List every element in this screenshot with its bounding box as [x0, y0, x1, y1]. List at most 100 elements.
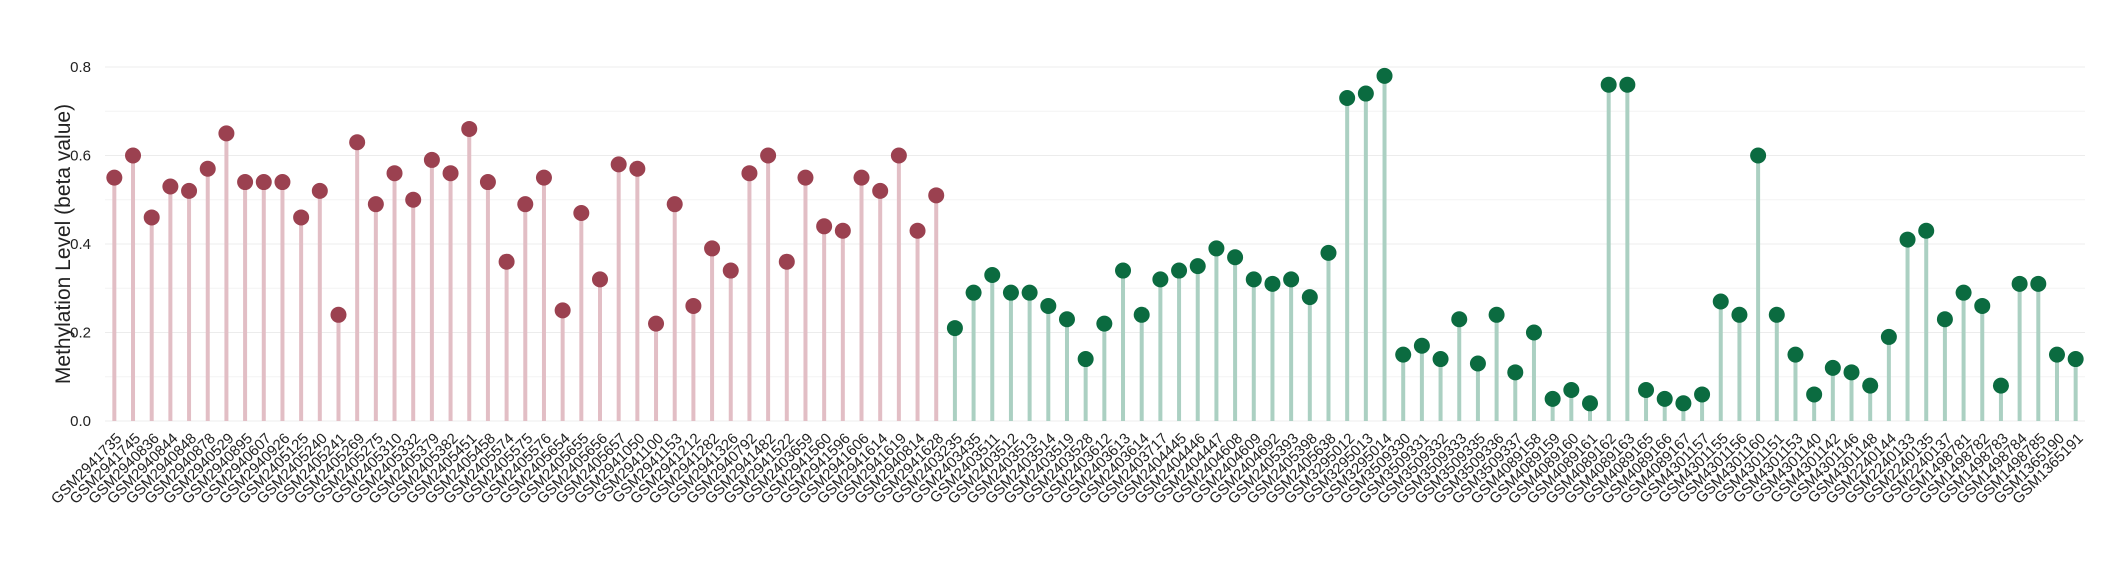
- dot: [1283, 271, 1300, 288]
- dot: [1843, 364, 1860, 381]
- dot: [909, 222, 926, 239]
- dot: [1096, 315, 1113, 332]
- dot: [1171, 262, 1188, 279]
- dot: [1694, 386, 1711, 403]
- dot: [816, 218, 833, 235]
- dot: [946, 320, 963, 337]
- y-tick-label: 0.0: [70, 413, 91, 430]
- dot: [517, 196, 534, 213]
- dot: [1582, 395, 1598, 412]
- dot: [1320, 244, 1337, 261]
- dot: [778, 253, 795, 270]
- dot: [1824, 359, 1841, 376]
- dot: [648, 315, 665, 332]
- y-tick-label: 0.8: [70, 59, 91, 76]
- dot: [984, 266, 1001, 283]
- dot: [349, 134, 366, 151]
- dot: [760, 147, 777, 164]
- dot: [965, 284, 982, 301]
- dot: [1806, 386, 1823, 403]
- dot: [1955, 284, 1972, 301]
- dot: [573, 205, 590, 222]
- dot: [423, 151, 440, 168]
- dot: [162, 178, 179, 195]
- dot: [1525, 324, 1542, 341]
- dot: [704, 240, 721, 257]
- dot: [1992, 377, 2009, 394]
- dot: [1712, 293, 1729, 310]
- dot: [255, 174, 272, 191]
- dot: [1638, 382, 1655, 399]
- dot: [1133, 306, 1150, 323]
- dot: [2067, 351, 2084, 368]
- dot: [311, 182, 328, 199]
- y-tick-label: 0.2: [70, 325, 91, 342]
- dot: [834, 222, 851, 239]
- dot: [1115, 262, 1132, 279]
- dot: [1339, 89, 1356, 106]
- dot: [1413, 337, 1430, 354]
- dot: [1152, 271, 1169, 288]
- dot: [237, 174, 254, 191]
- dot: [1544, 390, 1561, 407]
- dot: [666, 196, 683, 213]
- dot: [1040, 297, 1057, 314]
- dot: [685, 297, 702, 314]
- dot: [1021, 284, 1038, 301]
- dot: [1432, 351, 1449, 368]
- dot: [610, 156, 627, 173]
- dot: [143, 209, 160, 226]
- dot: [1376, 67, 1393, 84]
- y-axis-label: Methylation Level (beta value): [52, 104, 75, 384]
- y-tick-label: 0.6: [70, 148, 91, 165]
- dot: [1619, 76, 1636, 93]
- dot: [479, 174, 496, 191]
- dot: [1488, 306, 1505, 323]
- dot: [2048, 346, 2065, 363]
- dot: [498, 253, 515, 270]
- dot: [1563, 382, 1580, 399]
- dot: [1974, 297, 1991, 314]
- dot: [1451, 311, 1468, 328]
- dot: [1245, 271, 1262, 288]
- dot: [405, 191, 422, 208]
- dot: [1750, 147, 1767, 164]
- dot: [722, 262, 739, 279]
- dot: [1768, 306, 1785, 323]
- dot: [274, 174, 291, 191]
- dot: [1918, 222, 1935, 239]
- dot: [535, 169, 552, 186]
- dot: [1208, 240, 1225, 257]
- dot: [554, 302, 571, 319]
- dot: [1301, 289, 1318, 306]
- dot: [741, 165, 758, 182]
- dot: [1227, 249, 1244, 266]
- dot: [293, 209, 310, 226]
- dot: [1395, 346, 1412, 363]
- dot: [125, 147, 142, 164]
- dot: [1862, 377, 1879, 394]
- y-tick-label: 0.4: [70, 236, 91, 253]
- dot: [797, 169, 814, 186]
- dot: [218, 125, 235, 142]
- dot: [1600, 76, 1617, 93]
- dot: [1731, 306, 1748, 323]
- dot: [1469, 355, 1486, 372]
- dot: [1058, 311, 1075, 328]
- dot: [199, 160, 216, 177]
- dot: [1077, 351, 1094, 368]
- dot: [1357, 85, 1374, 102]
- dot: [1189, 258, 1206, 275]
- dot: [461, 120, 478, 137]
- dot: [853, 169, 870, 186]
- dot: [629, 160, 646, 177]
- dot: [2030, 275, 2047, 292]
- dot: [1507, 364, 1524, 381]
- dot: [1880, 328, 1897, 345]
- dot: [386, 165, 403, 182]
- dot: [330, 306, 347, 323]
- dot: [890, 147, 907, 164]
- dot: [106, 169, 123, 186]
- dot: [181, 182, 198, 199]
